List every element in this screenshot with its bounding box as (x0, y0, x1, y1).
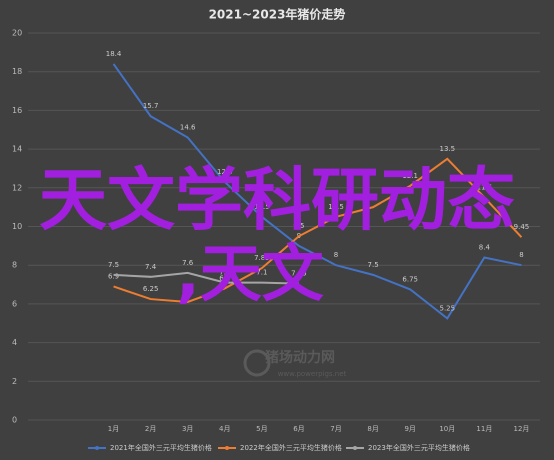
y-tick-label: 8 (12, 261, 17, 270)
data-label: 6.9 (108, 272, 119, 280)
watermark: 猪场动力网 (264, 349, 335, 366)
y-tick-label: 12 (12, 183, 22, 192)
x-tick-label: 7月 (330, 425, 341, 433)
data-label: 11 (369, 193, 378, 201)
legend-marker (225, 446, 229, 450)
data-label: 13.5 (439, 145, 455, 153)
data-label: 6.8 (219, 274, 230, 282)
data-label: 10.5 (254, 203, 270, 211)
series-line (112, 63, 522, 320)
x-tick-label: 10月 (439, 425, 455, 433)
data-label: 9.5 (293, 222, 304, 230)
y-tick-label: 0 (12, 416, 17, 425)
data-label: 5.25 (439, 304, 455, 312)
data-label: 12.1 (402, 172, 418, 180)
legend-marker (95, 446, 99, 450)
x-tick-label: 8月 (367, 425, 378, 433)
watermark-logo (243, 349, 271, 377)
data-label: 18.4 (106, 50, 122, 58)
y-tick-label: 16 (12, 106, 22, 115)
legend-marker (353, 446, 357, 450)
legend-label: 2023年全国外三元平均生猪价格 (368, 443, 470, 452)
data-label: 14.6 (180, 123, 196, 131)
overlay-text: 天文学科研动态 (39, 162, 515, 241)
x-tick-label: 5月 (256, 425, 267, 433)
legend-label: 2022年全国外三元平均生猪价格 (240, 443, 342, 452)
y-tick-label: 2 (12, 377, 17, 386)
data-label: 15.7 (143, 102, 159, 110)
watermark-url: www.powerpigs.net (278, 370, 347, 378)
x-tick-label: 1月 (108, 425, 119, 433)
data-label: 7.85 (254, 254, 270, 262)
y-tick-label: 20 (12, 29, 22, 38)
x-tick-label: 12月 (513, 425, 529, 433)
series-line (113, 271, 299, 285)
y-tick-label: 6 (12, 299, 17, 308)
data-label: 6.75 (402, 275, 418, 283)
x-tick-label: 3月 (182, 425, 193, 433)
y-tick-label: 14 (12, 145, 22, 154)
x-tick-label: 11月 (476, 425, 492, 433)
overlay-text: ,天文 (176, 237, 324, 310)
x-tick-label: 6月 (293, 425, 304, 433)
data-label: 7.5 (368, 261, 379, 269)
data-label: 9.45 (514, 223, 530, 231)
data-label: 7.1 (219, 269, 230, 277)
chart-title: 2021~2023年猪价走势 (209, 7, 346, 22)
data-label: 6.1 (182, 288, 193, 296)
data-label: 10.5 (328, 203, 344, 211)
data-label: 7.4 (145, 263, 157, 271)
data-label: 8.4 (479, 243, 491, 251)
data-label: 8 (519, 251, 523, 259)
y-tick-label: 18 (12, 67, 22, 76)
x-tick-label: 2月 (145, 425, 156, 433)
y-tick-label: 10 (12, 222, 22, 231)
data-label: 6.25 (143, 285, 159, 293)
data-label: 7.5 (108, 261, 119, 269)
data-label: 7.6 (182, 259, 194, 267)
y-tick-label: 4 (12, 338, 17, 347)
data-label: 7.1 (256, 269, 267, 277)
legend-label: 2021年全国外三元平均生猪价格 (110, 443, 212, 452)
x-tick-label: 9月 (404, 425, 415, 433)
data-label: 12.3 (217, 168, 233, 176)
data-label: 11.5 (477, 183, 493, 191)
data-label: 7.05 (291, 270, 307, 278)
x-tick-label: 4月 (219, 425, 230, 433)
data-label: 8 (334, 251, 338, 259)
series-line (113, 157, 523, 303)
